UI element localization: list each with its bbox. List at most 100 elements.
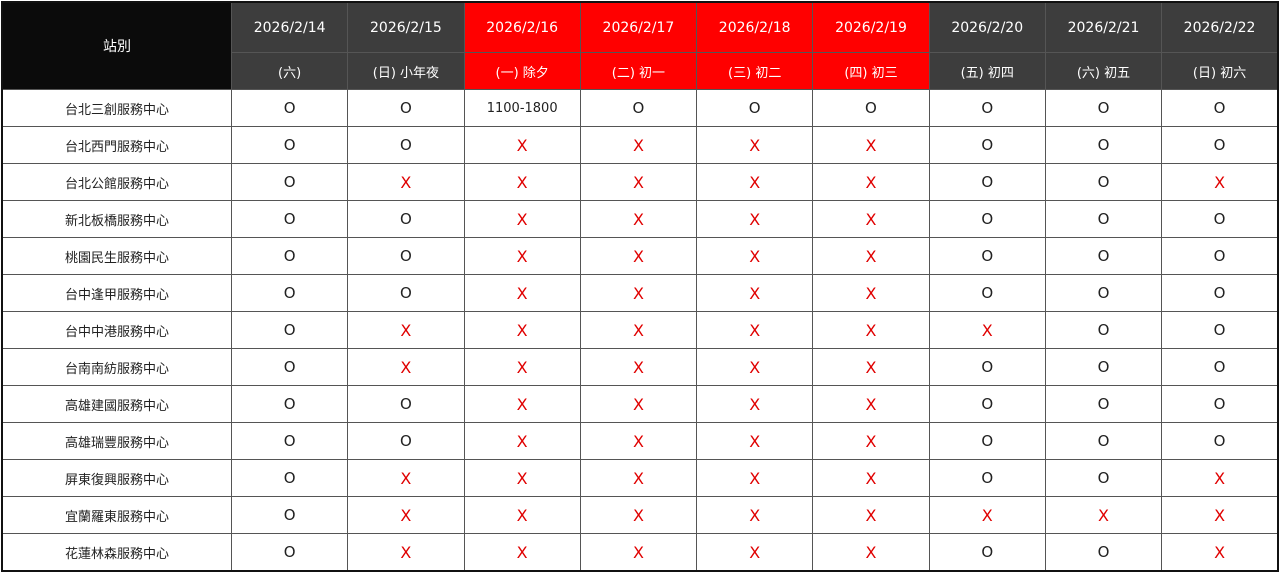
closed-cell: X	[812, 126, 930, 164]
header-row-days: (六) (日) 小年夜 (一) 除夕 (二) 初一 (三) 初二 (四) 初三 (五) 初四…	[2, 52, 1279, 90]
open-cell: O	[928, 89, 1046, 127]
table-row: 高雄瑞豐服務中心 O O X X X X O O O	[1, 422, 1279, 460]
closed-cell: X	[812, 533, 930, 572]
closed-cell: X	[812, 422, 930, 460]
closed-cell: X	[812, 459, 930, 497]
closed-cell: X	[696, 311, 814, 349]
day-label-header: (六)	[230, 52, 349, 90]
closed-cell: X	[812, 496, 930, 534]
open-cell: O	[1161, 126, 1279, 164]
open-cell: O	[230, 163, 349, 201]
open-cell: O	[1044, 163, 1163, 201]
closed-cell: X	[463, 311, 581, 349]
closed-cell: X	[1044, 496, 1163, 534]
open-cell: O	[928, 385, 1046, 423]
open-cell: O	[1044, 348, 1163, 386]
closed-cell: X	[463, 274, 581, 312]
closed-cell: X	[463, 459, 581, 497]
header-row-dates: 站別 2026/2/14 2026/2/15 2026/2/16 2026/2/17 2…	[1, 1, 1279, 90]
open-cell: O	[230, 348, 349, 386]
table-row: 台北公館服務中心 O X X X X X O O X	[1, 163, 1279, 201]
open-cell: O	[928, 533, 1046, 572]
day-label-header: (一) 除夕	[463, 52, 581, 90]
open-cell: O	[928, 274, 1046, 312]
closed-cell: X	[463, 385, 581, 423]
day-label-header: (六) 初五	[1044, 52, 1163, 90]
open-cell: O	[347, 422, 465, 460]
open-cell: O	[230, 237, 349, 275]
table-row: 高雄建國服務中心 O O X X X X O O O	[1, 385, 1279, 423]
open-cell: O	[230, 533, 349, 572]
station-name: 台中逢甲服務中心	[1, 274, 232, 312]
table-row: 台北三創服務中心 O O 1100-1800 O O O O O O	[1, 89, 1279, 127]
open-cell: O	[1044, 459, 1163, 497]
closed-cell: X	[696, 496, 814, 534]
station-name: 台中中港服務中心	[1, 311, 232, 349]
closed-cell: X	[579, 422, 698, 460]
closed-cell: X	[463, 200, 581, 238]
open-cell: O	[928, 163, 1046, 201]
closed-cell: X	[463, 163, 581, 201]
closed-cell: X	[696, 422, 814, 460]
open-cell: O	[812, 89, 930, 127]
open-cell: O	[928, 422, 1046, 460]
closed-cell: X	[579, 274, 698, 312]
day-label-header: (四) 初三	[812, 52, 930, 90]
closed-cell: X	[696, 163, 814, 201]
table-row: 屏東復興服務中心 O X X X X X O O X	[1, 459, 1279, 497]
open-cell: O	[1161, 385, 1279, 423]
closed-cell: X	[696, 348, 814, 386]
closed-cell: X	[579, 496, 698, 534]
table-row: 台南南紡服務中心 O X X X X X O O O	[1, 348, 1279, 386]
open-cell: O	[928, 459, 1046, 497]
closed-cell: X	[812, 311, 930, 349]
open-cell: O	[696, 89, 814, 127]
station-name: 台北三創服務中心	[1, 89, 232, 127]
open-cell: O	[1161, 311, 1279, 349]
date-header: 2026/2/14	[230, 1, 349, 53]
open-cell: O	[928, 348, 1046, 386]
open-cell: O	[928, 126, 1046, 164]
open-cell: O	[1161, 422, 1279, 460]
date-header: 2026/2/22	[1161, 1, 1279, 53]
station-name: 屏東復興服務中心	[1, 459, 232, 497]
closed-cell: X	[928, 311, 1046, 349]
day-label-header: (二) 初一	[579, 52, 698, 90]
closed-cell: X	[347, 533, 465, 572]
open-cell: O	[928, 200, 1046, 238]
station-name: 花蓮林森服務中心	[1, 533, 232, 572]
station-name: 台北公館服務中心	[1, 163, 232, 201]
station-name: 台南南紡服務中心	[1, 348, 232, 386]
open-cell: O	[1161, 348, 1279, 386]
closed-cell: X	[1161, 496, 1279, 534]
open-cell: O	[928, 237, 1046, 275]
table-row: 台北西門服務中心 O O X X X X O O O	[1, 126, 1279, 164]
open-cell: O	[1161, 274, 1279, 312]
open-cell: O	[347, 200, 465, 238]
open-cell: O	[230, 496, 349, 534]
station-name: 桃園民生服務中心	[1, 237, 232, 275]
open-cell: O	[1161, 200, 1279, 238]
closed-cell: X	[579, 126, 698, 164]
date-header: 2026/2/20	[928, 1, 1046, 53]
closed-cell: X	[1161, 163, 1279, 201]
day-label-header: (五) 初四	[928, 52, 1046, 90]
hours-cell: 1100-1800	[463, 89, 581, 127]
open-cell: O	[347, 237, 465, 275]
open-cell: O	[230, 126, 349, 164]
closed-cell: X	[812, 274, 930, 312]
closed-cell: X	[579, 311, 698, 349]
closed-cell: X	[463, 126, 581, 164]
open-cell: O	[1161, 89, 1279, 127]
station-name: 高雄建國服務中心	[1, 385, 232, 423]
station-header: 站別	[1, 1, 232, 90]
table-row: 花蓮林森服務中心 O X X X X X O O X	[1, 533, 1279, 572]
closed-cell: X	[579, 348, 698, 386]
closed-cell: X	[696, 385, 814, 423]
date-header: 2026/2/17	[579, 1, 698, 53]
open-cell: O	[1161, 237, 1279, 275]
closed-cell: X	[812, 200, 930, 238]
closed-cell: X	[928, 496, 1046, 534]
closed-cell: X	[579, 385, 698, 423]
closed-cell: X	[579, 533, 698, 572]
